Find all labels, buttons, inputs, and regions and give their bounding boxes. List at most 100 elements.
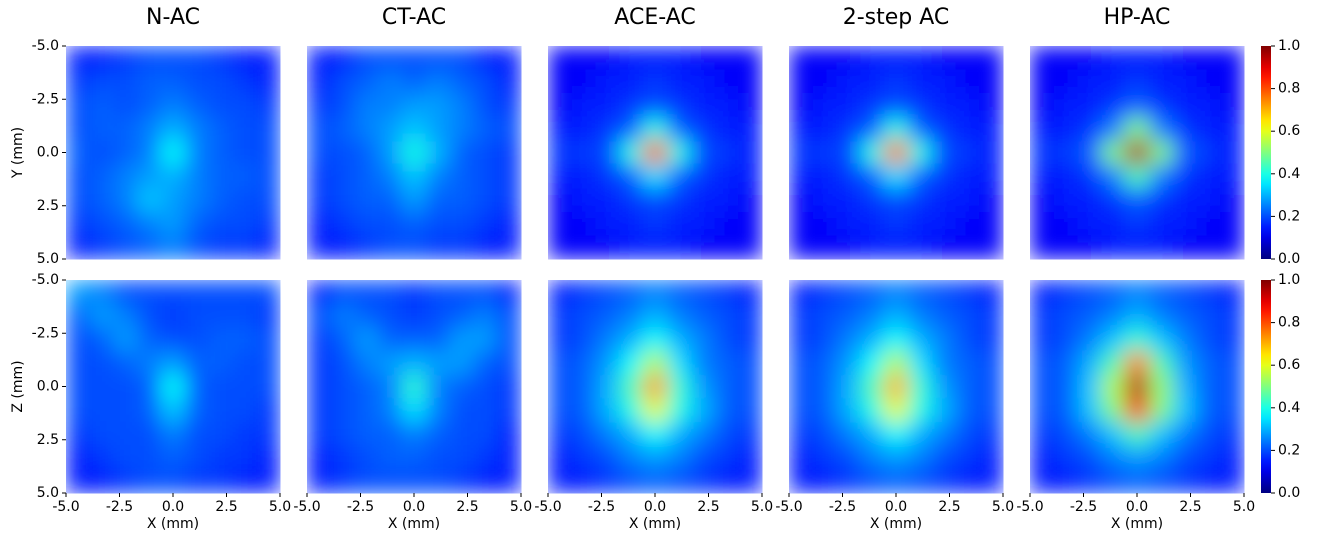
heatmap-cell bbox=[113, 303, 138, 328]
heatmap-cell bbox=[884, 327, 909, 352]
heatmap-cell bbox=[1030, 140, 1055, 165]
heatmap-cell bbox=[1053, 280, 1079, 305]
heatmap-cell bbox=[1148, 280, 1174, 305]
heatmap-cell bbox=[256, 164, 281, 189]
heatmap-cell bbox=[473, 93, 498, 118]
heatmap-cell bbox=[1148, 235, 1174, 260]
heatmap-cell bbox=[643, 93, 668, 118]
colorbar-tick-label: 0.4 bbox=[1278, 400, 1300, 416]
heatmap-cell bbox=[1101, 69, 1126, 94]
heatmap-cell bbox=[907, 327, 933, 352]
heatmap-cell bbox=[402, 398, 427, 423]
heatmap-cell bbox=[402, 303, 427, 328]
heatmap-cell bbox=[1220, 117, 1245, 142]
heatmap-cell bbox=[789, 398, 814, 423]
heatmap-cell bbox=[714, 374, 739, 399]
y-tick-label: 2.5 bbox=[37, 198, 59, 214]
heatmap-cell bbox=[354, 235, 379, 260]
heatmap-cell bbox=[836, 164, 861, 189]
heatmap-cell bbox=[184, 117, 210, 142]
heatmap-cell bbox=[1053, 398, 1079, 423]
heatmap-cell bbox=[66, 327, 91, 352]
heatmap-cell bbox=[955, 117, 980, 142]
heatmap-cell bbox=[1053, 303, 1079, 328]
heatmap-cell bbox=[113, 398, 138, 423]
x-tick-label: 2.5 bbox=[697, 499, 719, 515]
heatmap-cell bbox=[738, 469, 763, 494]
heatmap-cell bbox=[1053, 445, 1079, 470]
heatmap-cell bbox=[256, 46, 281, 71]
heatmap-cell bbox=[330, 69, 356, 94]
heatmap-cell bbox=[619, 445, 644, 470]
heatmap-cell bbox=[836, 469, 861, 494]
heatmap-cell bbox=[666, 117, 692, 142]
heatmap-cell bbox=[330, 422, 356, 447]
heatmap-cell bbox=[789, 93, 814, 118]
heatmap-cell bbox=[1030, 351, 1055, 376]
heatmap-cell bbox=[497, 235, 522, 260]
heatmap-cell bbox=[184, 303, 210, 328]
heatmap-cell bbox=[738, 117, 763, 142]
heatmap-cell bbox=[571, 469, 597, 494]
heatmap-cell bbox=[571, 164, 597, 189]
heatmap-cell bbox=[643, 235, 668, 260]
heatmap-cell bbox=[232, 93, 257, 118]
heatmap-cell bbox=[256, 235, 281, 260]
heatmap-cell bbox=[884, 280, 909, 305]
heatmap-cell bbox=[113, 140, 138, 165]
heatmap-cell bbox=[89, 422, 115, 447]
heatmap-cell bbox=[1030, 117, 1055, 142]
heatmap-cell bbox=[789, 327, 814, 352]
heatmap-cell bbox=[979, 164, 1004, 189]
heatmap-cell bbox=[1220, 327, 1245, 352]
heatmap-cell bbox=[113, 445, 138, 470]
heatmap-cell bbox=[449, 69, 474, 94]
heatmap-cell bbox=[1172, 93, 1197, 118]
heatmap-cell bbox=[497, 188, 522, 213]
heatmap-cell bbox=[449, 46, 474, 71]
heatmap-cell bbox=[256, 93, 281, 118]
heatmap-cell bbox=[449, 469, 474, 494]
heatmap-cell bbox=[497, 164, 522, 189]
heatmap-cell bbox=[1196, 46, 1221, 71]
heatmap-cell bbox=[931, 69, 956, 94]
heatmap-cell bbox=[66, 422, 91, 447]
heatmap-cell bbox=[690, 303, 715, 328]
heatmap-cell bbox=[425, 69, 451, 94]
heatmap-cell bbox=[232, 398, 257, 423]
heatmap-cell bbox=[955, 398, 980, 423]
heatmap-cell bbox=[714, 280, 739, 305]
heatmap-cell bbox=[232, 445, 257, 470]
heatmap-cell bbox=[1053, 235, 1079, 260]
heatmap-cell bbox=[1101, 211, 1126, 236]
heatmap-cell bbox=[402, 46, 427, 71]
heatmap-cell bbox=[232, 164, 257, 189]
x-tick-label: 0.0 bbox=[1126, 499, 1148, 515]
heatmap-cell bbox=[307, 398, 332, 423]
heatmap-cell bbox=[548, 280, 573, 305]
heatmap-cell bbox=[89, 93, 115, 118]
heatmap-cell bbox=[1148, 140, 1174, 165]
heatmap-cell bbox=[931, 188, 956, 213]
heatmap-cell bbox=[907, 422, 933, 447]
heatmap-cell bbox=[860, 469, 885, 494]
heatmap-cell bbox=[1172, 117, 1197, 142]
heatmap-cell bbox=[955, 351, 980, 376]
heatmap-cell bbox=[595, 164, 620, 189]
heatmap-cell bbox=[714, 93, 739, 118]
heatmap-cell bbox=[789, 422, 814, 447]
heatmap-cell bbox=[1077, 469, 1102, 494]
heatmap-cell bbox=[1077, 140, 1102, 165]
heatmap-cell bbox=[137, 211, 162, 236]
heatmap-cell bbox=[256, 374, 281, 399]
heatmap-cell bbox=[497, 211, 522, 236]
heatmap-cell bbox=[66, 351, 91, 376]
heatmap-cell bbox=[307, 69, 332, 94]
heatmap-cell bbox=[66, 93, 91, 118]
heatmap-cell bbox=[1220, 164, 1245, 189]
heatmap-cell bbox=[378, 374, 403, 399]
heatmap-cell bbox=[690, 469, 715, 494]
heatmap-cell bbox=[1125, 93, 1150, 118]
y-tick-label: 5.0 bbox=[37, 251, 59, 267]
heatmap-cell bbox=[907, 164, 933, 189]
